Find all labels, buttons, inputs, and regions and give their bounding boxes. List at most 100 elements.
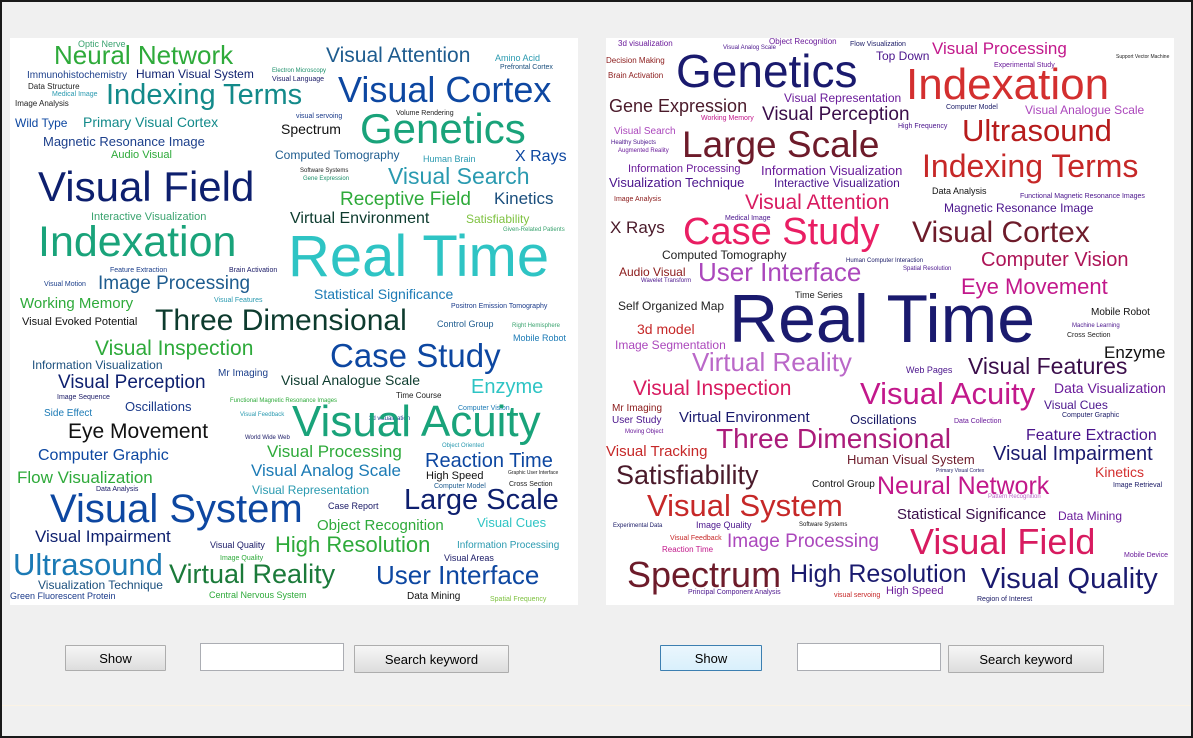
right-word: Visual Inspection [633,377,792,400]
right-word: Indexation [906,60,1110,109]
left-word: Enzyme [471,376,544,398]
right-word: Magnetic Resonance Image [944,201,1094,215]
left-word: Primary Visual Cortex [83,114,219,130]
left-word: Visual Motion [44,281,86,288]
left-word: Information Processing [457,540,560,551]
right-word: Functional Magnetic Resonance Images [1020,193,1145,200]
left-word-cloud: Neural Network Optic Nerve Visual Attentio… [10,38,578,605]
right-word: Large Scale [682,124,880,165]
left-search-keyword-button[interactable]: Search keyword [354,645,509,673]
left-word: Positron Emission Tomography [451,303,548,310]
left-word: Reaction Time [425,450,553,472]
left-word: Virtual Reality [169,559,336,589]
right-word: Experimental Data [613,523,663,529]
right-word: Data Mining [1058,509,1123,523]
left-word: Visual Feedback [240,412,285,418]
left-word: Visual Features [214,297,263,304]
left-word: X Rays [515,148,567,165]
left-word: Audio Visual [111,149,172,161]
left-word: Indexation [38,218,237,266]
right-word: Web Pages [906,365,953,375]
left-word: Visual Areas [444,553,494,563]
left-word: Object Oriented [442,443,485,449]
right-word: Visual Feedback [670,535,722,542]
left-word: Image Analysis [15,99,69,108]
right-word: Machine Learning [1072,323,1120,329]
left-word: Amino Acid [495,53,541,63]
left-word: Gene Expression [303,176,350,182]
left-word: Human Visual System [136,67,254,81]
right-word: Flow Visualization [850,41,906,48]
right-word: Mobile Device [1124,552,1168,559]
right-search-input[interactable] [797,643,941,671]
left-word: Prefrontal Cortex [500,64,553,71]
left-word: Large Scale [404,484,559,516]
right-word: Visual System [647,488,843,523]
left-word: Visual Language [272,76,325,83]
left-word: Volume Rendering [396,110,454,117]
right-search-keyword-button[interactable]: Search keyword [948,645,1104,673]
right-word: High Resolution [790,560,967,588]
left-word: Time Course [396,391,442,400]
right-word: Enzyme [1104,343,1166,362]
right-word: Visual Acuity [860,376,1036,411]
left-word: Case Study [330,337,501,374]
right-word: Reaction Time [662,545,714,554]
left-word: Visual Perception [58,372,206,393]
left-word: Graphic User Interface [508,470,559,476]
right-word: Visual Analog Scale [723,45,776,51]
right-word: Software Systems [799,522,848,528]
right-word: Spatial Resolution [903,266,952,272]
left-word: Visual Representation [252,483,370,497]
left-word: Functional Magnetic Resonance Images [230,398,338,404]
left-word: Wild Type [15,116,68,130]
left-word: World Wide Web [245,435,290,441]
left-word: Given-Related Patients [503,227,565,233]
right-word: Information Processing [628,163,741,175]
right-word: Time Series [795,290,843,300]
right-word: Eye Movement [961,274,1108,299]
left-word: Working Memory [20,295,134,312]
left-word: Feature Extraction [110,267,168,274]
right-word: Object Recognition [769,38,837,46]
left-word: Human Brain [423,154,476,164]
right-word: Human Visual System [847,452,975,467]
right-show-button[interactable]: Show [660,645,762,671]
left-word: Computed Tomography [275,148,400,162]
left-word: Visual Analogue Scale [281,372,421,388]
right-word: Real Time [729,281,1036,357]
left-word: Data Structure [28,82,80,91]
right-word: Spectrum [627,554,782,595]
right-word: Visual Field [910,521,1096,562]
right-word: Mobile Robot [1091,307,1150,318]
left-word: Visual Attention [326,44,471,67]
right-word: Visual Quality [981,563,1158,595]
right-word: Visual Tracking [606,443,708,460]
right-word: Image Segmentation [615,338,726,352]
right-word: Image Processing [727,531,880,552]
left-word: Three Dimensional [155,304,407,337]
right-word: Visual Analogue Scale [1025,103,1145,117]
right-word: Augmented Reality [618,148,669,154]
right-word: Visual Attention [745,191,890,214]
left-word: Visual Search [388,163,530,189]
right-word: Case Study [683,211,880,253]
left-word: Data Analysis [96,486,139,493]
left-word: Receptive Field [340,189,471,210]
right-word: Oscillations [850,412,917,427]
left-search-input[interactable] [200,643,344,671]
right-word: Image Retrieval [1113,482,1163,489]
right-word: Primary Visual Cortex [936,468,985,474]
left-word: Visual Inspection [95,337,254,360]
right-word: Data Collection [954,418,1002,425]
right-word: Decision Making [606,56,665,65]
left-word: Mr Imaging [218,368,269,379]
right-word: Ultrasound [962,113,1112,148]
left-show-button[interactable]: Show [65,645,166,671]
right-word: Medical Image [725,215,771,222]
right-word: Computed Tomography [662,248,787,262]
right-word: User Study [612,415,662,426]
left-word: Image Processing [98,273,251,294]
left-word: Object Recognition [317,517,444,534]
right-word: X Rays [610,218,665,237]
